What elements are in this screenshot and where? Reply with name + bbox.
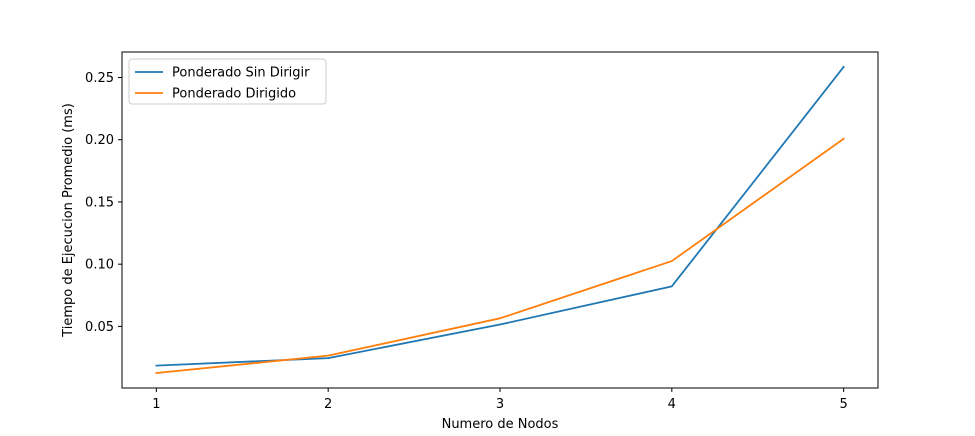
legend-label-2: Ponderado Dirigido xyxy=(172,87,296,102)
y-tick-label: 0.20 xyxy=(85,133,114,148)
legend: Ponderado Sin Dirigir Ponderado Dirigido xyxy=(128,58,327,105)
plot-lines xyxy=(155,65,845,375)
x-tick-label: 4 xyxy=(668,397,676,412)
y-tick-label: 0.10 xyxy=(85,258,114,273)
legend-box xyxy=(128,58,327,105)
series-line-1 xyxy=(155,65,845,367)
x-tick-label: 5 xyxy=(839,397,847,412)
legend-label-1: Ponderado Sin Dirigir xyxy=(172,66,310,81)
x-tick-label: 3 xyxy=(496,397,504,412)
x-tick-label: 1 xyxy=(152,397,160,412)
y-tick-label: 0.05 xyxy=(85,320,114,335)
series-line-2 xyxy=(155,137,845,375)
x-axis-label: Numero de Nodos xyxy=(442,417,559,432)
y-axis-label: Tiempo de Ejecucion Promedio (ms) xyxy=(61,103,76,338)
y-tick-label: 0.25 xyxy=(85,71,114,86)
y-tick-label: 0.15 xyxy=(85,195,114,210)
x-tick-label: 2 xyxy=(324,397,332,412)
y-axis-ticks: 0.05 0.10 0.15 0.20 0.25 xyxy=(85,71,122,335)
x-axis-ticks: 1 2 3 4 5 xyxy=(152,388,848,412)
